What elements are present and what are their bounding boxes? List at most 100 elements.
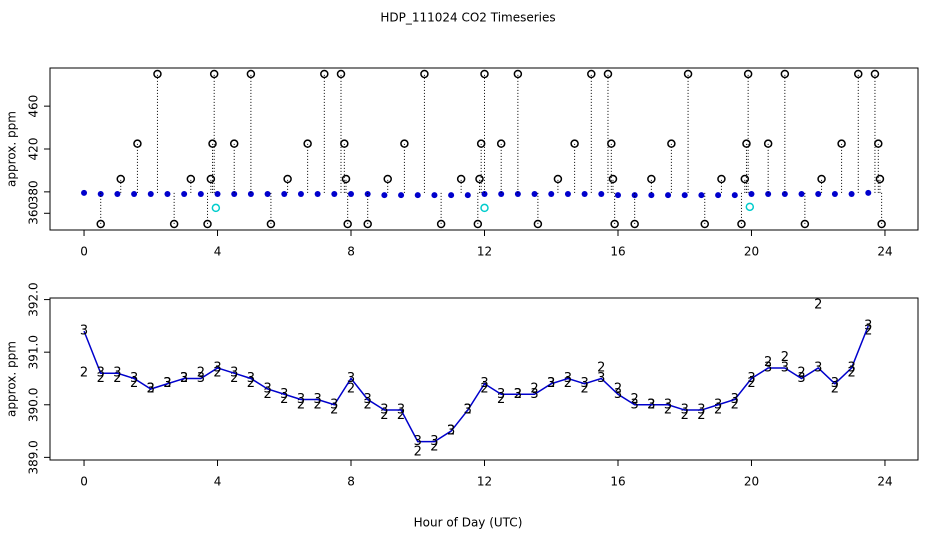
point-marker: 3: [314, 392, 322, 407]
point: [209, 69, 219, 79]
x-tick-label: 4: [214, 475, 222, 489]
point: [498, 191, 505, 197]
point-marker: 3: [213, 360, 221, 375]
y-tick-label: 391.0: [27, 335, 41, 369]
point: [763, 139, 773, 148]
point: [131, 191, 138, 197]
x-tick-label: 24: [877, 475, 892, 489]
point: [765, 191, 772, 197]
y-tick-label: 389.0: [27, 440, 41, 474]
point: [817, 174, 826, 184]
point: [564, 191, 571, 197]
point-marker: 2: [697, 408, 705, 423]
point: [153, 69, 162, 79]
point: [587, 69, 596, 79]
point-marker: 3: [847, 360, 855, 375]
point-marker: 2: [414, 445, 422, 460]
point: [303, 139, 312, 148]
point: [875, 174, 885, 184]
point-marker: 3: [447, 424, 455, 439]
y-tick-label: 380: [27, 180, 41, 203]
point-marker: 3: [147, 381, 155, 396]
point: [781, 191, 788, 197]
point-marker: 2: [347, 381, 355, 396]
point: [456, 174, 466, 184]
point-marker: 3: [297, 392, 305, 407]
point: [717, 174, 726, 184]
point-marker: 2: [731, 397, 739, 412]
point-marker: 2: [80, 366, 88, 381]
point: [246, 69, 256, 79]
point-marker: 2: [831, 381, 839, 396]
point: [800, 219, 810, 229]
point-marker: 2: [497, 392, 505, 407]
point-marker: 2: [580, 381, 588, 396]
point-marker: 3: [647, 397, 655, 412]
point-marker: 3: [747, 371, 755, 386]
point: [283, 174, 292, 184]
point-marker: 2: [764, 355, 772, 370]
y-tick-label: 392.0: [27, 282, 41, 316]
point-marker: 3: [580, 376, 588, 391]
y-tick-label: 390.0: [27, 388, 41, 422]
point-marker: 3: [480, 376, 488, 391]
plot-frame: [49, 297, 919, 461]
point-marker: 2: [864, 324, 872, 339]
point: [854, 69, 863, 79]
point-marker: 3: [247, 371, 255, 386]
x-tick-label: 0: [80, 475, 88, 489]
point: [266, 219, 276, 229]
point-marker: 2: [430, 439, 438, 454]
point-marker: 2: [814, 297, 822, 312]
point: [97, 191, 104, 197]
point: [164, 191, 171, 197]
point-marker: 3: [464, 403, 472, 418]
point: [264, 191, 271, 197]
point-marker: 3: [197, 371, 205, 386]
point-marker: 3: [280, 387, 288, 402]
point-marker: 3: [831, 376, 839, 391]
point-marker: 3: [97, 366, 105, 381]
point: [610, 219, 619, 229]
point-marker: 2: [797, 366, 805, 381]
point: [548, 191, 555, 197]
point: [731, 192, 738, 199]
point: [837, 139, 846, 148]
point-marker: 2: [397, 408, 405, 423]
point-marker: 3: [263, 381, 271, 396]
x-tick-label: 4: [214, 245, 222, 259]
x-tick-label: 24: [877, 245, 892, 259]
point-marker: 2: [781, 350, 789, 365]
point: [348, 191, 355, 197]
point: [181, 191, 188, 197]
point-marker: 3: [380, 403, 388, 418]
point: [229, 139, 239, 148]
point: [420, 69, 429, 79]
point-marker: 3: [364, 392, 372, 407]
point: [743, 69, 753, 79]
point-marker: 3: [414, 434, 422, 449]
point-marker: 3: [330, 397, 338, 412]
point: [383, 174, 392, 184]
x-tick-label: 16: [610, 245, 625, 259]
y-tick-label: 360: [27, 202, 41, 225]
point-marker: 2: [197, 366, 205, 381]
point: [314, 191, 321, 197]
point: [473, 219, 483, 229]
x-tick-label: 20: [744, 245, 759, 259]
point: [448, 192, 455, 199]
point: [514, 191, 521, 197]
point-marker: 3: [397, 403, 405, 418]
point-marker: 2: [130, 376, 138, 391]
point-marker: 3: [597, 371, 605, 386]
x-tick-label: 12: [477, 475, 492, 489]
point-marker: 3: [864, 318, 872, 333]
point-marker: 2: [847, 366, 855, 381]
point: [331, 191, 338, 197]
point: [848, 191, 855, 197]
point-marker: 3: [681, 403, 689, 418]
point: [400, 139, 409, 148]
point: [206, 174, 216, 184]
point-marker: 3: [664, 397, 672, 412]
point-marker: 2: [213, 366, 221, 381]
